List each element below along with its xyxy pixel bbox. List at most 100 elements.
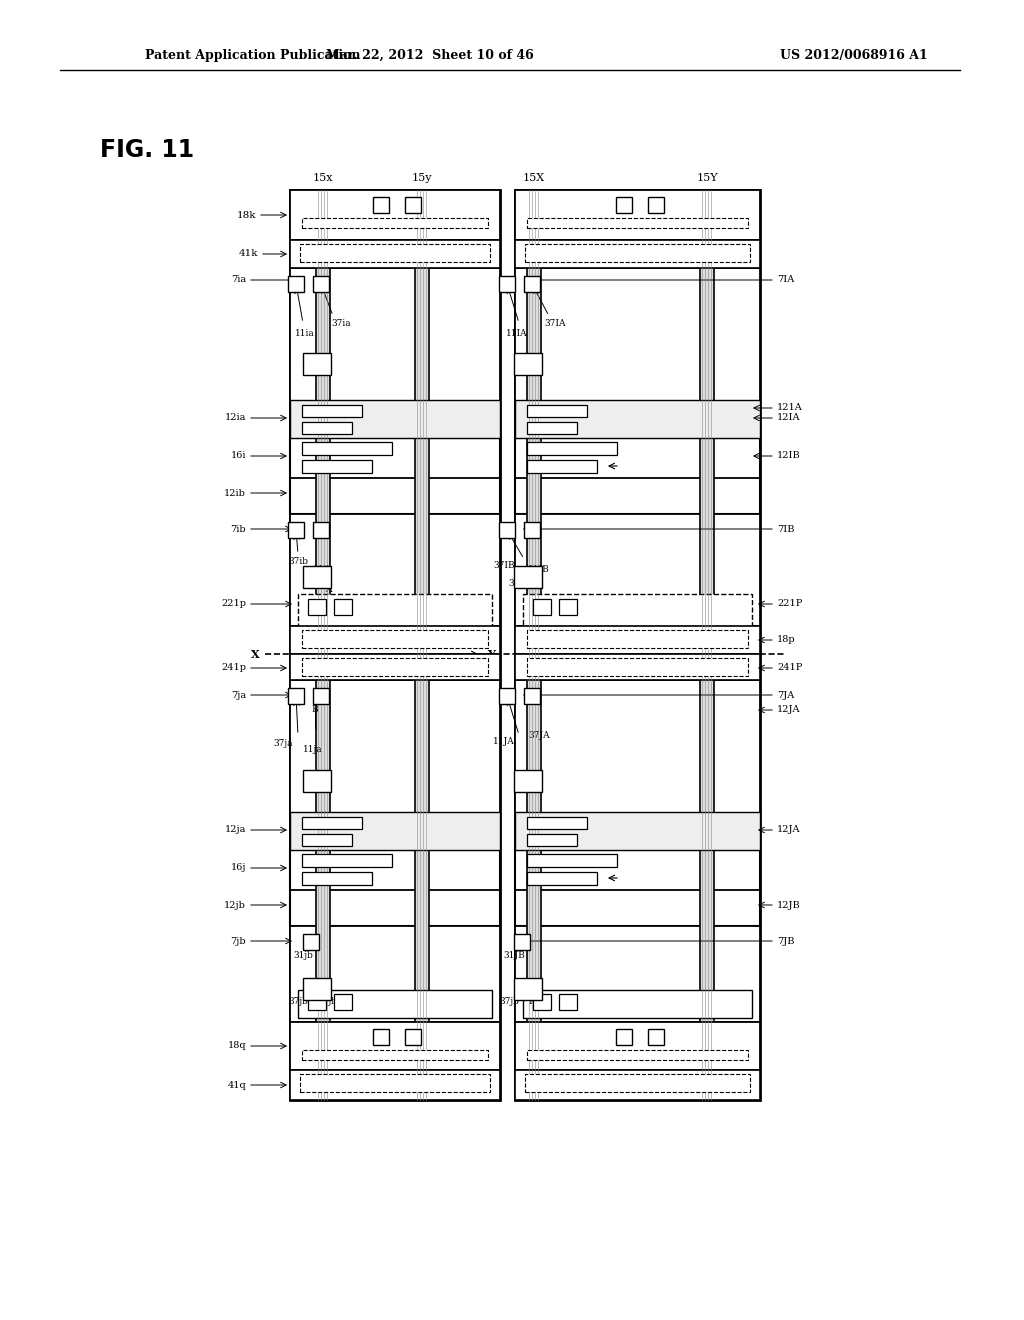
Bar — [527, 422, 577, 434]
Bar — [302, 422, 352, 434]
Bar — [406, 1030, 421, 1045]
Bar — [302, 218, 488, 228]
Text: 37JA: 37JA — [528, 730, 550, 739]
Bar — [290, 190, 500, 1100]
Text: 12JA: 12JA — [777, 825, 801, 834]
Text: 37IA: 37IA — [544, 318, 565, 327]
Bar — [290, 400, 500, 438]
Text: 12JB: 12JB — [777, 900, 801, 909]
Text: 12ja: 12ja — [224, 825, 246, 834]
Bar — [527, 657, 748, 676]
Bar — [527, 817, 587, 829]
Bar — [313, 688, 329, 704]
Bar — [514, 352, 542, 375]
Bar — [288, 688, 304, 704]
Bar — [308, 599, 326, 615]
Text: 7ia: 7ia — [230, 276, 246, 285]
Bar — [515, 190, 760, 1100]
Text: 12JA: 12JA — [777, 705, 801, 714]
Text: 37ib: 37ib — [288, 557, 308, 566]
Text: FIG. 11: FIG. 11 — [100, 139, 195, 162]
Bar — [534, 599, 551, 615]
Bar — [406, 197, 421, 213]
Text: 12ia: 12ia — [224, 413, 246, 422]
Bar — [313, 521, 329, 539]
Text: 31JA: 31JA — [513, 784, 535, 792]
Text: 31ib: 31ib — [303, 579, 323, 589]
Bar — [302, 873, 372, 884]
Bar — [525, 244, 750, 261]
Bar — [515, 812, 760, 850]
Bar — [514, 935, 530, 950]
Text: A: A — [325, 585, 331, 594]
Bar — [527, 834, 577, 846]
Bar — [647, 197, 664, 213]
Text: 11JA: 11JA — [494, 738, 515, 747]
Bar — [302, 630, 488, 648]
Bar — [515, 240, 760, 268]
Bar — [303, 352, 331, 375]
Text: 11ib: 11ib — [313, 565, 333, 573]
Text: 31IB: 31IB — [508, 579, 529, 589]
Bar — [290, 626, 500, 653]
Text: Patent Application Publication: Patent Application Publication — [145, 49, 360, 62]
Text: US 2012/0068916 A1: US 2012/0068916 A1 — [780, 49, 928, 62]
Bar — [534, 994, 551, 1010]
Bar — [300, 1074, 490, 1092]
Bar — [524, 688, 540, 704]
Bar — [515, 626, 760, 653]
Text: 16j: 16j — [230, 863, 246, 873]
Bar — [334, 599, 352, 615]
Text: 7ib: 7ib — [230, 524, 246, 533]
Text: 221P: 221P — [777, 599, 803, 609]
Text: 11JB: 11JB — [528, 998, 550, 1006]
Bar — [523, 990, 752, 1018]
Bar — [514, 770, 542, 792]
Bar — [499, 276, 515, 292]
Bar — [302, 1049, 488, 1060]
Text: 241p: 241p — [221, 664, 246, 672]
Text: 11ja: 11ja — [303, 746, 323, 755]
Text: 41q: 41q — [227, 1081, 246, 1089]
Bar — [527, 854, 617, 867]
Text: 11ia: 11ia — [295, 329, 314, 338]
Bar — [290, 1022, 500, 1071]
Bar — [527, 442, 617, 455]
Bar — [290, 680, 500, 850]
Bar — [615, 197, 632, 213]
Bar — [527, 1049, 748, 1060]
Bar — [290, 438, 500, 513]
Bar — [290, 812, 500, 850]
Bar — [523, 594, 752, 626]
Bar — [373, 1030, 389, 1045]
Text: 7JB: 7JB — [777, 936, 795, 945]
Text: 31jb: 31jb — [293, 952, 313, 961]
Text: X: X — [251, 648, 260, 660]
Bar — [514, 566, 542, 587]
Bar — [373, 197, 389, 213]
Bar — [298, 990, 492, 1018]
Bar — [303, 935, 319, 950]
Bar — [290, 268, 500, 438]
Bar — [515, 400, 760, 438]
Bar — [290, 927, 500, 1022]
Text: Mar. 22, 2012  Sheet 10 of 46: Mar. 22, 2012 Sheet 10 of 46 — [326, 49, 534, 62]
Bar — [515, 850, 760, 927]
Bar — [527, 459, 597, 473]
Text: 31ja: 31ja — [303, 784, 323, 792]
Bar — [527, 630, 748, 648]
Bar — [700, 190, 714, 1100]
Text: 11IA: 11IA — [506, 329, 527, 338]
Text: 11IB: 11IB — [528, 565, 550, 573]
Text: Y: Y — [487, 648, 495, 660]
Text: 12jb: 12jb — [224, 900, 246, 909]
Bar — [290, 653, 500, 680]
Bar — [288, 276, 304, 292]
Text: 15y: 15y — [412, 173, 432, 183]
Bar — [615, 1030, 632, 1045]
Bar — [298, 594, 492, 626]
Text: 37ja: 37ja — [273, 738, 293, 747]
Text: 7IA: 7IA — [777, 276, 795, 285]
Text: 37jb: 37jb — [288, 998, 308, 1006]
Bar — [334, 994, 352, 1010]
